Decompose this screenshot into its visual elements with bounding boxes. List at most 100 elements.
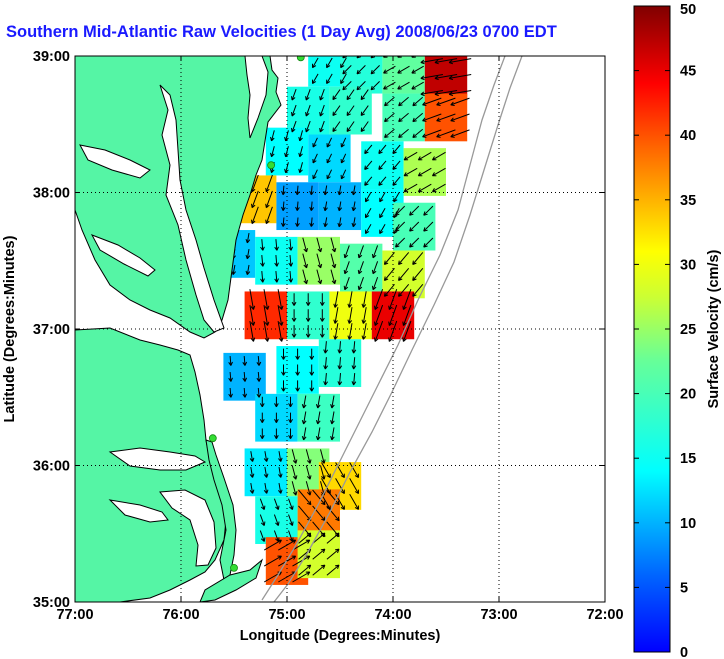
chesapeake-bay (159, 84, 225, 333)
velocity-arrow-group (291, 293, 325, 338)
y-tick-label: 39:00 (33, 49, 70, 65)
velocity-arrow (330, 411, 335, 425)
velocity-arrow (277, 289, 284, 310)
velocity-arrow (298, 564, 312, 576)
colorbar-tick-label: 35 (680, 193, 696, 209)
velocity-arrow-group (249, 451, 283, 494)
velocity-arrow (288, 255, 294, 267)
velocity-arrow (305, 120, 311, 133)
velocity-arrow (357, 245, 364, 259)
velocity-arrow (349, 478, 359, 495)
velocity-field (212, 42, 472, 585)
velocity-arrow (291, 309, 297, 322)
velocity-arrow (371, 277, 379, 291)
velocity-arrow (332, 89, 341, 101)
velocity-arrow (260, 255, 265, 267)
velocity-arrow (360, 121, 369, 133)
velocity-arrow (431, 183, 446, 193)
velocity-arrow (313, 42, 319, 52)
velocity-arrow (346, 89, 355, 101)
velocity-arrow (249, 289, 256, 310)
velocity-arrow (434, 90, 458, 97)
colorbar-tick-label: 25 (680, 322, 696, 338)
velocity-arrow (305, 309, 311, 322)
y-axis-label: Latitude (Degrees:Minutes) (2, 235, 18, 422)
colorbar-tick-label: 50 (680, 2, 696, 18)
velocity-arrow (295, 217, 300, 227)
velocity-arrow (412, 267, 424, 281)
velocity-arrow (384, 128, 395, 138)
velocity-arrow (291, 89, 297, 101)
velocity-arrow (278, 467, 283, 478)
velocity-arrow-group (333, 291, 367, 340)
velocity-arrow (298, 489, 312, 506)
velocity-arrow (259, 514, 266, 526)
velocity-arrow (412, 96, 424, 107)
colorbar-tick-label: 0 (680, 645, 688, 659)
y-tick-label: 37:00 (33, 322, 70, 338)
velocity-arrow (330, 269, 337, 285)
velocity-arrow (448, 58, 472, 65)
velocity-arrow (333, 323, 339, 340)
velocity-arrow (431, 167, 446, 177)
velocity-arrow (343, 261, 350, 275)
velocity-arrow (321, 462, 331, 479)
velocity-arrow (295, 201, 300, 211)
velocity-arrow (278, 451, 283, 462)
velocity-arrow (256, 356, 262, 366)
velocity-arrow (316, 253, 323, 269)
velocity-arrow-group (342, 56, 380, 91)
velocity-arrow (281, 201, 286, 211)
velocity-arrow (259, 396, 265, 408)
delaware-bay (244, 56, 269, 139)
velocity-arrow (260, 239, 265, 251)
velocity-arrow (228, 356, 233, 366)
velocity-arrow (278, 539, 297, 551)
velocity-arrow (249, 467, 255, 478)
x-tick-label: 72:00 (586, 607, 623, 623)
velocity-arrow (370, 65, 380, 75)
velocity-arrow (346, 121, 355, 133)
velocity-arrow (291, 104, 297, 117)
velocity-arrow (315, 427, 321, 441)
velocity-arrow (281, 217, 286, 227)
velocity-arrow (320, 465, 326, 480)
velocity-arrow (263, 467, 269, 478)
velocity-arrow (330, 253, 337, 269)
velocity-arrow (383, 267, 395, 281)
velocity-arrow (423, 221, 434, 232)
velocity-arrow-group (312, 42, 347, 85)
velocity-arrow (395, 221, 406, 232)
velocity-arrow (273, 498, 280, 510)
velocity-arrow-group (323, 185, 357, 228)
velocity-arrow-group (383, 56, 424, 90)
station-marker (296, 56, 305, 62)
y-tick-label: 35:00 (33, 595, 70, 611)
velocity-arrow (305, 449, 312, 464)
velocity-arrow (412, 283, 424, 297)
velocity-arrow (337, 373, 343, 386)
velocity-arrow (335, 478, 345, 495)
velocity-arrow (259, 530, 266, 542)
velocity-arrow (422, 113, 442, 122)
velocity-arrow-group (259, 498, 294, 542)
velocity-arrow (360, 105, 369, 117)
velocity-arrow (295, 348, 300, 360)
colorbar: 0 5 10 15 20 25 30 35 40 45 50 Surface Velocity (c… (633, 2, 722, 659)
colorbar-tick-label: 30 (680, 257, 696, 273)
colorbar-tick-label: 10 (680, 516, 696, 532)
y-tick-label: 38:00 (33, 186, 70, 202)
velocity-arrow (423, 205, 434, 216)
velocity-arrow (351, 217, 357, 228)
velocity-arrow (319, 325, 325, 338)
velocity-arrow (316, 269, 323, 285)
colorbar-tick-label: 40 (680, 128, 696, 144)
velocity-arrow (398, 267, 410, 281)
velocity-arrow-group (395, 205, 434, 248)
velocity-arrow (340, 153, 347, 164)
velocity-arrow (249, 305, 256, 326)
velocity-arrow (450, 113, 470, 122)
velocity-arrow (379, 223, 386, 235)
velocity-arrow (403, 183, 418, 193)
velocity-arrow-group (422, 97, 470, 138)
